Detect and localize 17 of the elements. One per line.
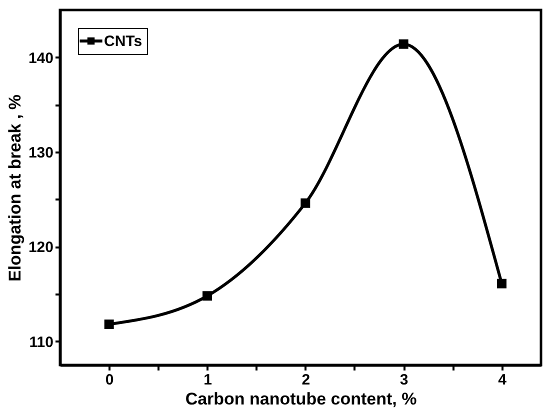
x-tick-label: 0 xyxy=(105,372,114,388)
point xyxy=(496,278,506,288)
y-axis-title: Elongation at break , % xyxy=(5,94,24,282)
point xyxy=(202,291,212,301)
point xyxy=(300,198,310,208)
x-axis-title: Carbon nanotube content, % xyxy=(185,390,417,408)
y-tick-label: 110 xyxy=(29,334,54,351)
y-tick-label: 130 xyxy=(28,144,54,162)
x-tick-label: 4 xyxy=(498,372,508,388)
y-tick-label: 120 xyxy=(28,239,54,256)
point xyxy=(104,320,114,330)
legend-label: CNTs xyxy=(104,33,142,50)
y-tick-label: 140 xyxy=(28,50,54,67)
x-tick-label: 1 xyxy=(204,372,212,388)
x-tick-label: 2 xyxy=(302,372,310,388)
point xyxy=(398,39,408,49)
x-tick-label: 3 xyxy=(400,372,408,388)
